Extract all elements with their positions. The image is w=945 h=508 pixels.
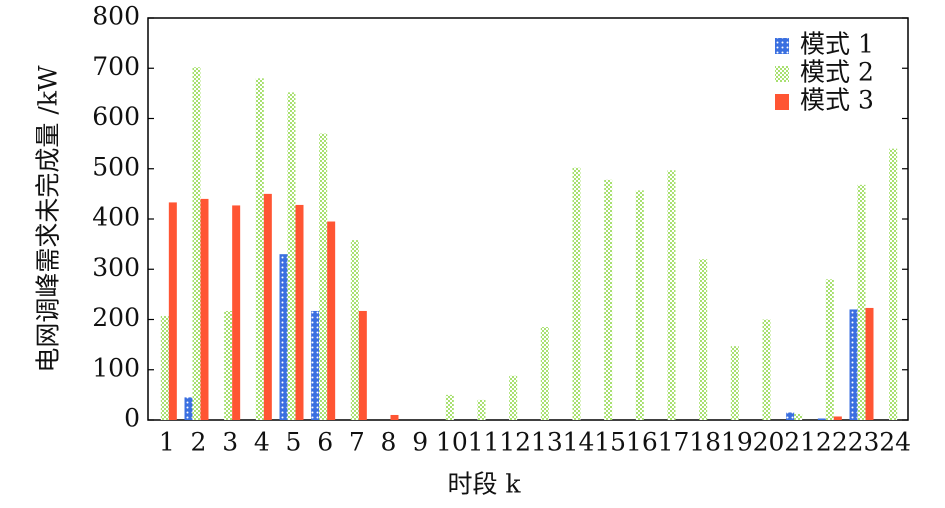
x-tick-label: 13 [531,428,563,457]
bar [279,254,288,420]
x-tick-label: 14 [563,428,595,457]
bar [730,346,739,420]
bar [327,221,336,420]
legend-label: 模式 2 [800,58,874,87]
bar [311,310,320,420]
legend-swatch [775,94,789,110]
bar [232,205,241,420]
bar [865,307,874,420]
x-tick-label: 2 [191,428,207,457]
bar [358,310,367,420]
y-tick-label: 400 [92,203,140,232]
bar [889,148,898,420]
x-tick-label: 8 [381,428,397,457]
x-tick-label: 6 [317,428,333,457]
bar [786,412,795,420]
legend-swatch [775,66,789,82]
x-tick-label: 21 [784,428,816,457]
x-tick-label: 23 [848,428,880,457]
x-tick-label: 22 [816,428,848,457]
bar [160,315,169,420]
bar [817,418,826,420]
y-tick-label: 200 [92,303,140,332]
x-tick-label: 20 [753,428,785,457]
y-tick-label: 600 [92,102,140,131]
x-tick-label: 12 [499,428,531,457]
y-tick-label: 500 [92,152,140,181]
x-tick-label: 4 [254,428,270,457]
y-tick-label: 700 [92,52,140,81]
bar [540,327,549,420]
y-tick-label: 300 [92,253,140,282]
y-tick-label: 0 [124,404,140,433]
bar [168,202,177,420]
bar [192,67,201,421]
bar [350,240,359,420]
bar [287,92,296,421]
x-tick-label: 11 [468,428,500,457]
x-tick-label: 1 [159,428,175,457]
x-axis-label: 时段 k [447,470,521,499]
bar [184,397,193,420]
bar [699,259,708,420]
bar [477,399,486,420]
bar [224,310,233,420]
bar [445,394,454,420]
x-tick-label: 19 [721,428,753,457]
x-tick-label: 5 [286,428,302,457]
bar [509,375,518,420]
bar [263,193,272,420]
bar [319,133,328,420]
x-tick-label: 18 [689,428,721,457]
bar [390,414,399,420]
bar [833,416,842,420]
x-tick-label: 16 [626,428,658,457]
bar [200,198,209,420]
bar [857,184,866,420]
legend-label: 模式 1 [800,30,874,59]
bar [572,167,581,420]
bar [295,204,304,420]
x-tick-label: 17 [658,428,690,457]
bar [667,170,676,420]
bar [762,319,771,420]
y-tick-label: 100 [92,353,140,382]
legend-swatch [775,38,789,54]
y-axis-label: 电网调峰需求未完成量 /kW [34,65,63,373]
bar [255,78,264,421]
x-tick-label: 15 [594,428,626,457]
x-tick-label: 24 [879,428,911,457]
bar [604,179,613,420]
legend-label: 模式 3 [800,86,874,115]
bar [635,190,644,420]
x-tick-label: 7 [349,428,365,457]
x-tick-label: 3 [222,428,238,457]
x-tick-label: 10 [436,428,468,457]
y-tick-label: 800 [92,2,140,31]
x-tick-label: 9 [412,428,428,457]
bar [849,309,858,420]
bar [794,413,803,420]
bar [825,279,834,420]
